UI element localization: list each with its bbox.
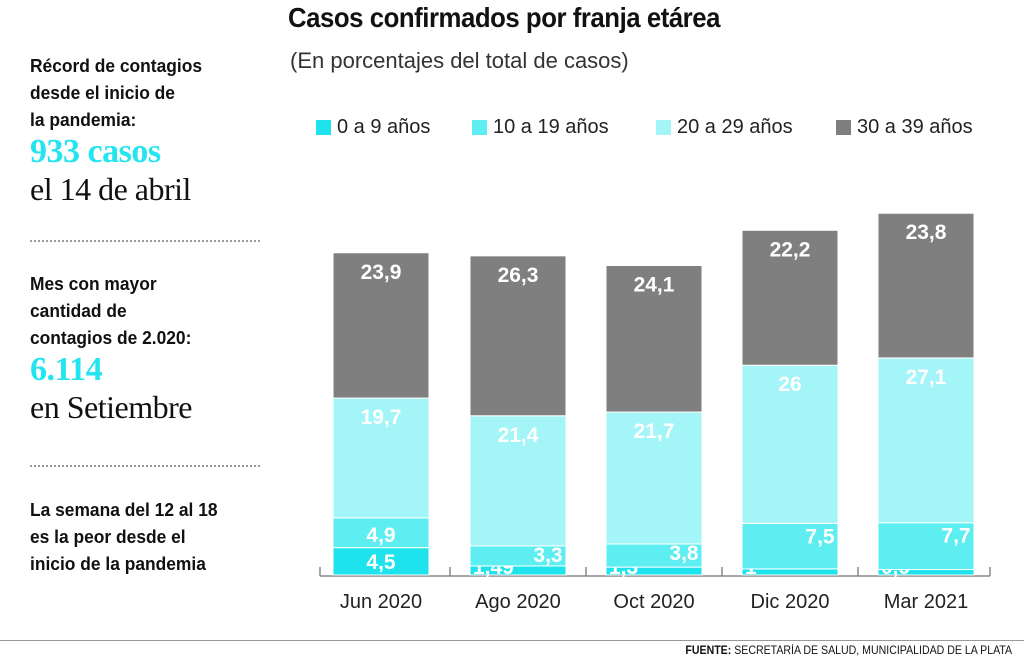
bar-segment-ago-2020-s3 [469,255,567,417]
legend-item-1: 10 a 19 años [472,116,609,139]
chart-title: Casos confirmados por franja etárea [288,2,720,33]
bar-segment-dic-2020-s1 [741,522,839,570]
bar-segment-jun-2020-s0 [332,547,430,576]
bar-segment-oct-2020-s3 [605,265,703,413]
bar-segment-mar-2021-s3 [877,212,975,359]
legend-item-2: 20 a 29 años [656,116,793,139]
week-label-line-3: inicio de la pandemia [30,553,206,574]
legend-label-1: 10 a 19 años [493,116,609,138]
bottom-rule [0,640,1024,641]
source-prefix: FUENTE: [685,645,732,657]
legend-swatch-1 [472,120,487,135]
legend-item-0: 0 a 9 años [316,116,430,139]
separator-2 [30,465,260,467]
week-stat: La semana del 12 al 18 es la peor desde … [30,496,270,577]
x-tick-label: Jun 2020 [340,591,422,613]
source-note: FUENTE: SECRETARÍA DE SALUD, MUNICIPALID… [685,645,1012,657]
record-date: el 14 de abril [30,171,191,207]
month-value: 6.114 [30,351,103,388]
record-label-line-2: desde el inicio de [30,82,175,103]
bar-value-label: 4,5 [366,551,396,574]
separator-1 [30,240,260,242]
record-stat: Récord de contagios desde el inicio de l… [30,52,270,207]
legend-label-3: 30 a 39 años [857,116,973,138]
week-label-line-2: es la peor desde el [30,526,186,547]
bar-segment-oct-2020-s2 [605,411,703,545]
bar-value-label: 24,1 [634,274,675,297]
bar-segment-mar-2021-s1 [877,522,975,571]
legend-label-2: 20 a 29 años [677,116,793,138]
legend-swatch-3 [836,120,851,135]
bar-value-label: 22,2 [770,238,811,261]
bar-value-label: 23,8 [906,221,947,244]
month-label-line-2: cantidad de [30,300,127,321]
chart-subtitle: (En porcentajes del total de casos) [290,48,629,73]
bar-value-label: 23,9 [361,261,402,284]
bar-value-label: 7,7 [941,525,970,548]
month-label-line-1: Mes con mayor [30,273,157,294]
bar-value-label: 3,8 [669,542,699,565]
bar-value-label: 19,7 [361,406,402,429]
record-value: 933 casos [30,133,161,170]
legend-label-0: 0 a 9 años [337,116,431,138]
legend-swatch-2 [656,120,671,135]
bar-value-label: 21,7 [634,420,675,443]
bar-value-label: 26,3 [498,264,539,287]
month-name: en Setiembre [30,389,192,425]
x-tick-label: Dic 2020 [751,591,830,613]
bar-segment-jun-2020-s1 [332,517,430,549]
source-text: SECRETARÍA DE SALUD, MUNICIPALIDAD DE LA… [734,645,1012,657]
bar-value-label: 21,4 [498,424,539,447]
month-label-line-3: contagios de 2.020: [30,327,192,348]
bar-value-label: 3,3 [533,544,562,567]
bar-segment-dic-2020-s3 [741,229,839,366]
bar-value-label: 4,9 [366,524,395,547]
bar-segment-ago-2020-s2 [469,415,567,547]
x-tick-label: Oct 2020 [613,591,694,613]
legend-item-3: 30 a 39 años [836,116,973,139]
bar-value-label: 27,1 [906,366,947,389]
month-stat: Mes con mayor cantidad de contagios de 2… [30,270,270,425]
bar-segment-dic-2020-s2 [741,364,839,524]
bar-segment-jun-2020-s3 [332,252,430,399]
record-label-line-3: la pandemia: [30,109,137,130]
x-tick-label: Ago 2020 [475,591,561,613]
x-tick-label: Mar 2021 [884,591,969,613]
legend-swatch-0 [316,120,331,135]
bar-value-label: 7,5 [805,525,835,548]
week-label-line-1: La semana del 12 al 18 [30,499,218,520]
bar-value-label: 26 [778,373,801,396]
record-label-line-1: Récord de contagios [30,55,203,76]
bar-segment-jun-2020-s2 [332,397,430,519]
